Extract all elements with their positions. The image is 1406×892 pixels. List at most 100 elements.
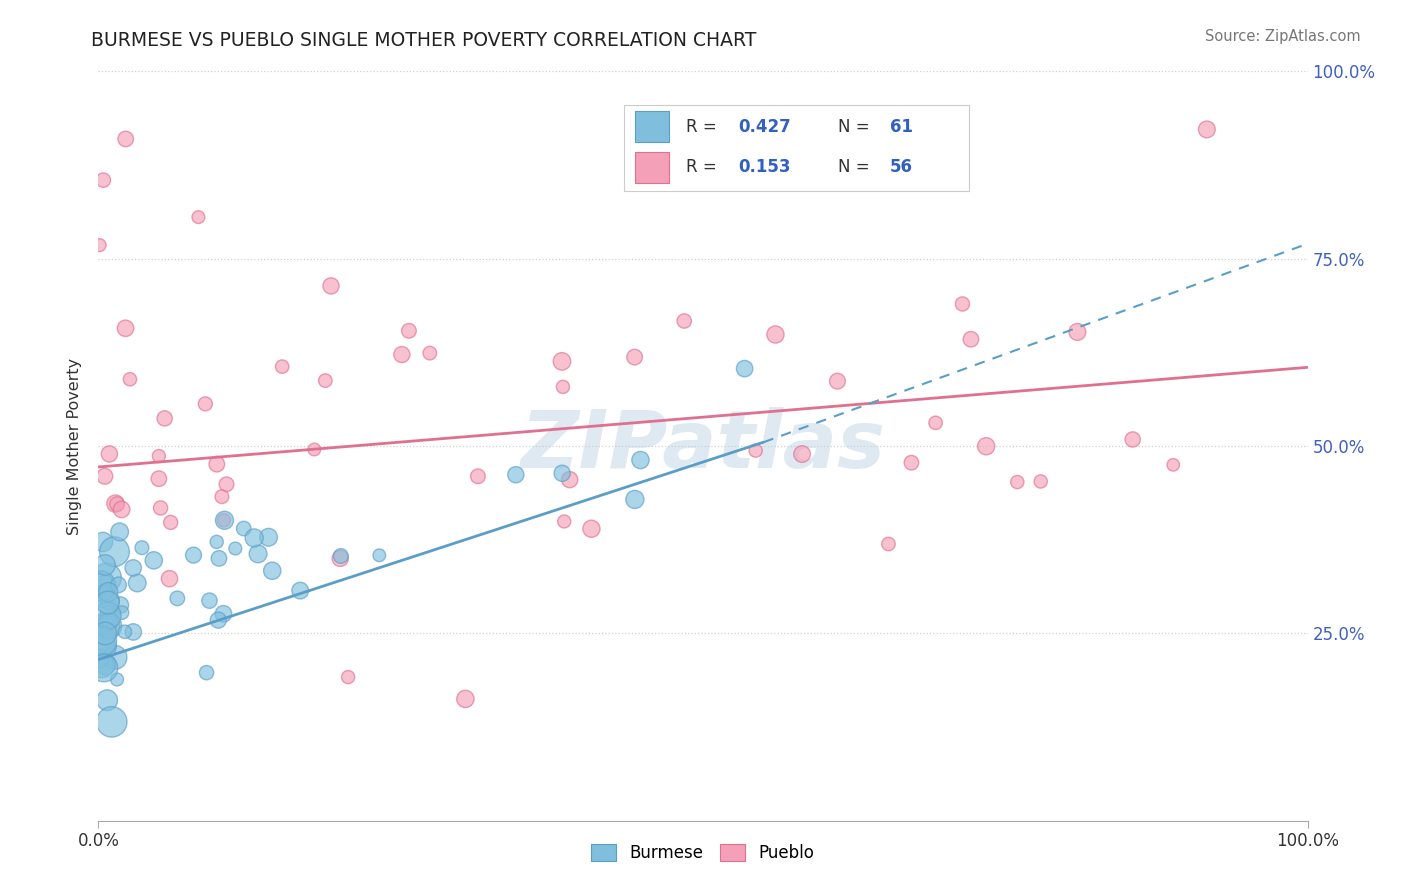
Point [183,548,205,562]
Point [142,553,165,567]
Point [89,238,111,252]
Point [90,658,112,673]
Point [105,497,128,511]
Point [290,583,312,598]
Point [952,297,974,311]
Point [960,332,983,346]
Point [198,593,221,607]
Point [89,579,111,593]
Point [98,619,121,633]
Point [148,472,170,486]
Point [94,558,117,572]
Point [94,626,117,640]
Point [319,279,342,293]
Point [247,547,270,561]
Point [205,534,228,549]
Point [214,513,236,527]
Point [208,551,231,566]
Point [114,321,136,335]
Point [91,589,114,603]
Point [827,374,849,388]
Point [304,442,326,457]
Point [558,473,581,487]
Point [1066,325,1088,339]
Point [131,541,153,555]
Point [90,634,112,648]
Point [1161,458,1184,472]
Point [551,354,574,368]
Point [122,561,145,575]
Point [207,613,229,627]
Point [368,549,391,563]
Point [97,620,120,634]
Point [454,692,477,706]
Point [97,608,120,623]
Point [91,173,114,187]
Point [114,132,136,146]
Point [153,411,176,425]
Point [553,515,575,529]
Text: ZIPatlas: ZIPatlas [520,407,886,485]
Point [924,416,946,430]
Point [398,324,420,338]
Point [97,615,120,629]
Point [215,477,238,491]
Point [159,516,181,530]
Point [122,624,145,639]
Point [262,564,284,578]
Point [100,714,122,729]
Point [98,607,121,622]
Point [744,443,766,458]
Point [97,585,120,599]
Point [734,361,756,376]
Point [900,456,922,470]
Point [89,651,111,665]
Point [877,537,900,551]
Point [107,578,129,592]
Text: Source: ZipAtlas.com: Source: ZipAtlas.com [1205,29,1361,44]
Point [1029,475,1052,489]
Point [93,661,115,675]
Point [314,374,336,388]
Point [467,469,489,483]
Point [159,572,181,586]
Point [104,497,127,511]
Point [104,650,127,665]
Point [149,500,172,515]
Point [89,635,111,649]
Point [257,530,280,544]
Point [243,531,266,545]
Point [790,447,813,461]
Point [581,522,603,536]
Point [623,350,645,364]
Point [329,551,352,566]
Point [211,490,233,504]
Text: BURMESE VS PUEBLO SINGLE MOTHER POVERTY CORRELATION CHART: BURMESE VS PUEBLO SINGLE MOTHER POVERTY … [91,31,756,50]
Point [551,380,574,394]
Point [127,576,149,591]
Point [114,624,136,639]
Point [337,670,360,684]
Point [551,467,574,481]
Point [194,397,217,411]
Point [118,372,141,386]
Point [1007,475,1029,489]
Point [205,457,228,471]
Point [103,544,125,558]
Point [108,524,131,539]
Point [96,571,118,585]
Point [110,598,132,612]
Point [224,541,246,556]
Point [105,673,128,687]
Point [195,665,218,680]
Point [630,453,652,467]
Point [111,606,134,620]
Point [419,346,441,360]
Point [89,618,111,632]
Point [94,469,117,483]
Y-axis label: Single Mother Poverty: Single Mother Poverty [67,358,83,534]
Point [212,607,235,621]
Point [1122,433,1144,447]
Point [232,522,254,536]
Point [624,492,647,507]
